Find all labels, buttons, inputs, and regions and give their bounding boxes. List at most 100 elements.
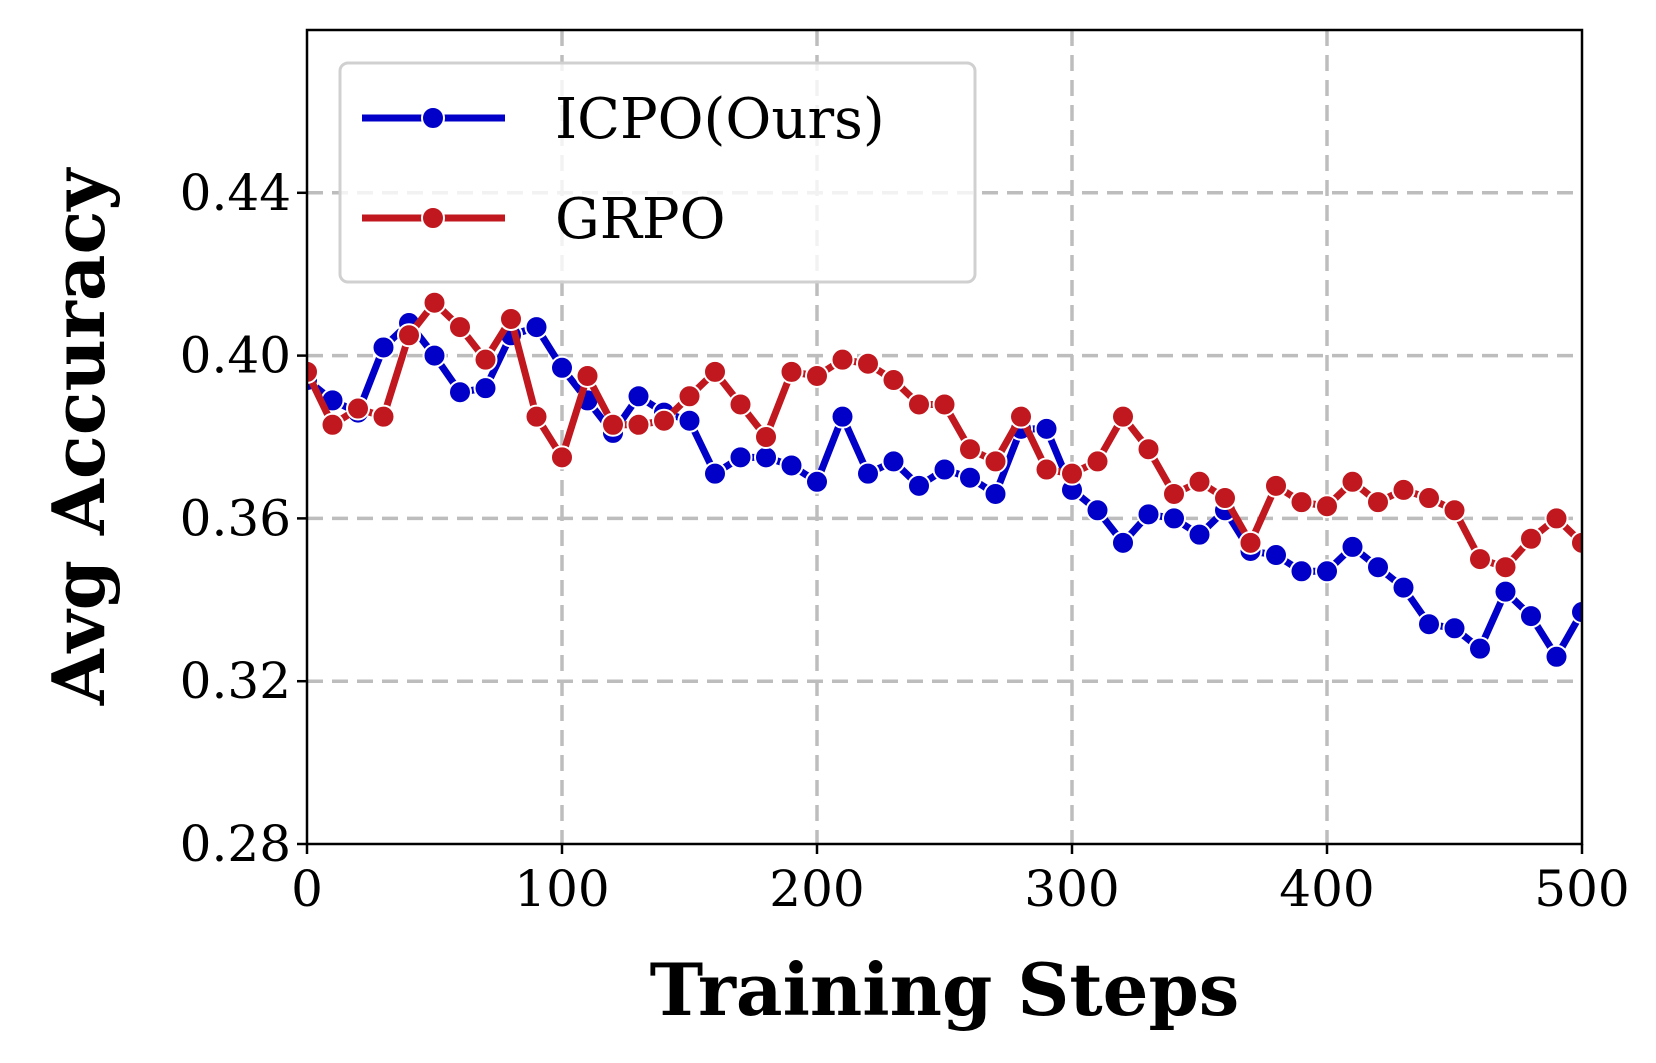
y-tick-label: 0.36 [180, 489, 291, 547]
data-point [652, 408, 676, 433]
data-point [830, 404, 855, 429]
data-point [1570, 530, 1582, 555]
series-1 [307, 290, 1582, 580]
data-point [1315, 559, 1339, 584]
data-point [805, 469, 829, 494]
data-point [307, 359, 319, 384]
data-point [1417, 612, 1441, 637]
x-tick-label: 400 [1279, 860, 1374, 918]
legend-marker-icpo [421, 106, 445, 130]
data-point [524, 404, 549, 429]
data-point [346, 396, 370, 421]
data-point [1060, 461, 1084, 486]
data-point [779, 359, 804, 384]
data-point [1519, 526, 1543, 551]
data-point [1289, 490, 1314, 515]
data-point [1366, 490, 1390, 515]
data-point [1442, 616, 1467, 641]
data-point [550, 355, 574, 380]
y-axis-title: Avg Accuracy [36, 167, 121, 707]
data-point [626, 384, 651, 409]
data-point [1085, 449, 1110, 474]
data-point [932, 392, 957, 417]
y-tick-label: 0.32 [180, 652, 291, 710]
data-point [1238, 530, 1263, 555]
data-point [779, 453, 804, 478]
x-tick-label: 500 [1534, 860, 1629, 918]
x-tick-label: 300 [1024, 860, 1119, 918]
x-tick-label: 0 [291, 860, 323, 918]
data-point [983, 481, 1008, 506]
data-point [1340, 534, 1365, 559]
data-point [983, 449, 1008, 474]
x-axis: 0 100 200 300 400 500 [291, 844, 1630, 918]
data-point [703, 461, 727, 486]
data-point [1442, 498, 1467, 523]
data-point [1468, 547, 1492, 572]
data-point [1264, 543, 1288, 568]
data-point [1034, 457, 1059, 482]
data-point [448, 315, 472, 340]
data-point [397, 323, 421, 348]
y-tick-label: 0.44 [180, 164, 291, 222]
data-point [1391, 575, 1416, 600]
data-point [371, 404, 396, 429]
data-point [1570, 600, 1582, 625]
legend-label-icpo: ICPO(Ours) [555, 87, 885, 152]
data-point [1544, 644, 1569, 669]
legend: ICPO(Ours) GRPO [338, 61, 977, 284]
data-point [754, 445, 778, 470]
data-point [1136, 437, 1161, 462]
data-point [1111, 530, 1135, 555]
data-point [371, 335, 396, 360]
y-tick-label: 0.28 [180, 815, 291, 873]
data-point [1111, 404, 1135, 429]
data-point [1034, 416, 1059, 441]
data-point [958, 437, 982, 462]
y-axis: 0.28 0.32 0.36 0.40 0.44 [180, 164, 307, 873]
legend-marker-grpo [421, 206, 445, 230]
data-point [1391, 477, 1416, 502]
data-point [1187, 469, 1212, 494]
data-point [856, 351, 880, 376]
data-point [1162, 506, 1186, 531]
data-point [1493, 579, 1518, 604]
data-point [422, 343, 447, 368]
data-point [830, 347, 855, 372]
data-point [1315, 494, 1339, 519]
data-point [907, 473, 931, 498]
data-point [728, 445, 753, 470]
series-layer [307, 290, 1582, 669]
data-point [601, 412, 625, 437]
data-point [1213, 486, 1237, 511]
x-tick-label: 200 [769, 860, 864, 918]
data-point [524, 315, 549, 340]
data-point [1493, 555, 1518, 580]
data-point [907, 392, 931, 417]
data-point [448, 380, 472, 405]
data-point [473, 347, 498, 372]
data-point [499, 306, 523, 331]
data-point [677, 408, 702, 433]
data-point [1366, 555, 1390, 580]
data-point [1289, 559, 1314, 584]
data-point [1136, 502, 1161, 527]
data-point [1009, 404, 1033, 429]
data-point [1519, 604, 1543, 629]
data-point [1468, 636, 1492, 661]
data-point [1340, 469, 1365, 494]
data-point [754, 425, 778, 449]
legend-label-grpo: GRPO [555, 187, 726, 252]
y-tick-label: 0.40 [180, 327, 291, 385]
data-point [320, 412, 345, 437]
data-point [550, 445, 574, 470]
data-point [422, 290, 447, 315]
data-point [1544, 506, 1569, 531]
data-point [856, 461, 880, 486]
data-point [626, 412, 651, 437]
data-point [677, 384, 702, 409]
data-point [932, 457, 957, 482]
data-point [805, 363, 829, 388]
data-point [703, 359, 727, 384]
